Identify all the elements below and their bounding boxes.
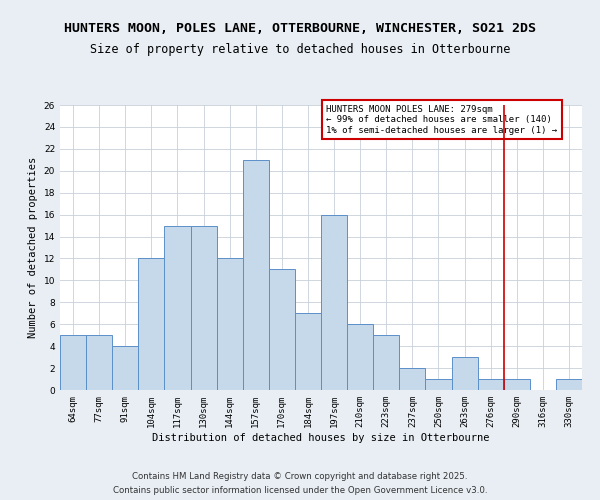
Bar [86,335,112,390]
Bar [217,258,243,390]
Bar [321,214,347,390]
Bar [164,226,191,390]
Text: Size of property relative to detached houses in Otterbourne: Size of property relative to detached ho… [90,42,510,56]
Bar [139,258,164,390]
Bar [400,368,425,390]
Text: HUNTERS MOON, POLES LANE, OTTERBOURNE, WINCHESTER, SO21 2DS: HUNTERS MOON, POLES LANE, OTTERBOURNE, W… [64,22,536,36]
Bar [112,346,139,390]
Bar [425,379,452,390]
Y-axis label: Number of detached properties: Number of detached properties [28,157,38,338]
Text: Contains public sector information licensed under the Open Government Licence v3: Contains public sector information licen… [113,486,487,495]
Bar [556,379,582,390]
Bar [269,270,295,390]
X-axis label: Distribution of detached houses by size in Otterbourne: Distribution of detached houses by size … [152,432,490,442]
Bar [504,379,530,390]
Text: Contains HM Land Registry data © Crown copyright and database right 2025.: Contains HM Land Registry data © Crown c… [132,472,468,481]
Bar [347,324,373,390]
Text: HUNTERS MOON POLES LANE: 279sqm
← 99% of detached houses are smaller (140)
1% of: HUNTERS MOON POLES LANE: 279sqm ← 99% of… [326,105,557,135]
Bar [242,160,269,390]
Bar [295,314,321,390]
Bar [191,226,217,390]
Bar [60,335,86,390]
Bar [452,357,478,390]
Bar [478,379,504,390]
Bar [373,335,400,390]
